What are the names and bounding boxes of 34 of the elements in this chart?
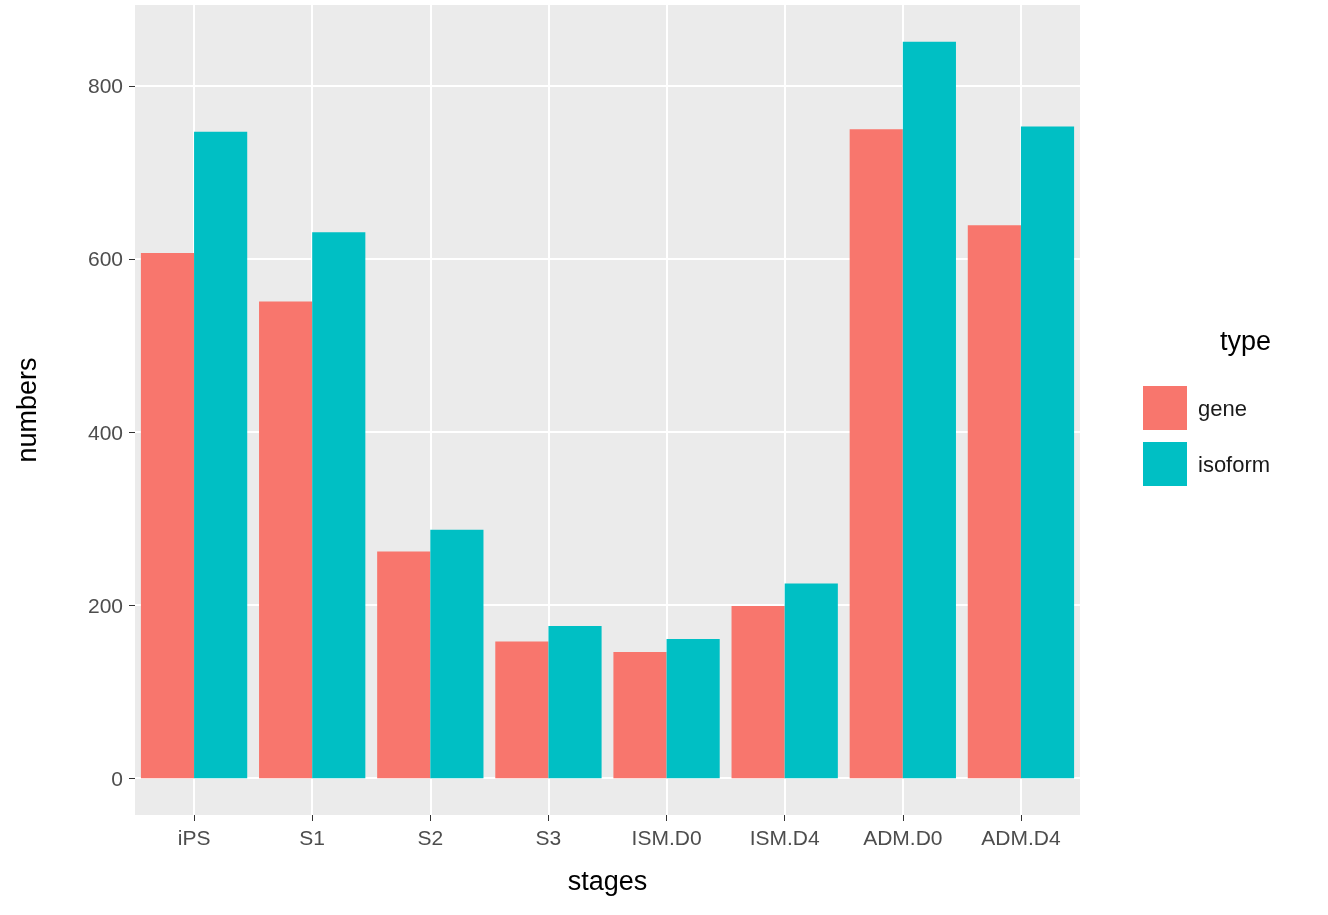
- bar: [259, 301, 313, 779]
- legend-label: gene: [1198, 395, 1247, 421]
- legend-title: type: [1219, 325, 1272, 356]
- bar: [731, 606, 785, 779]
- x-tick-label: S2: [417, 826, 444, 849]
- bar: [377, 551, 431, 779]
- bar: [430, 529, 484, 779]
- x-tick-label: ISM.D4: [749, 826, 821, 849]
- y-axis-title: numbers: [11, 357, 42, 463]
- x-tick-label: S3: [535, 826, 562, 849]
- y-tick-label: 0: [111, 766, 123, 790]
- bar: [312, 232, 366, 779]
- bar: [548, 625, 602, 779]
- bar: [902, 41, 956, 779]
- y-tick-label: 800: [87, 74, 123, 98]
- bar: [849, 129, 903, 779]
- bar: [495, 641, 549, 779]
- bar: [967, 225, 1021, 779]
- x-tick-label: ADM.D0: [863, 826, 943, 849]
- bar: [1020, 126, 1075, 779]
- bar: [784, 583, 838, 779]
- bar: [140, 252, 195, 779]
- bar: [613, 651, 667, 779]
- y-tick-label: 600: [87, 247, 123, 271]
- y-tick-label: 400: [87, 420, 123, 444]
- x-tick-label: S1: [299, 826, 326, 849]
- x-tick-label: iPS: [177, 826, 211, 849]
- bar: [666, 638, 720, 779]
- x-tick-label: ISM.D0: [631, 826, 702, 849]
- bar: [194, 131, 248, 779]
- legend-label: isoform: [1198, 451, 1271, 477]
- y-tick-label: 200: [87, 593, 123, 617]
- x-axis-title: stages: [567, 865, 648, 896]
- x-tick-label: ADM.D4: [981, 826, 1061, 849]
